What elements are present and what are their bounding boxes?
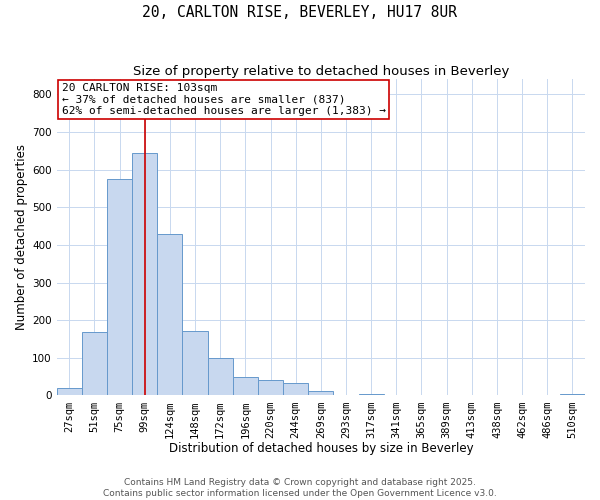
Bar: [107, 179, 132, 396]
Bar: [208, 358, 233, 396]
Bar: [384, 394, 409, 396]
X-axis label: Distribution of detached houses by size in Beverley: Distribution of detached houses by size …: [169, 442, 473, 455]
Bar: [157, 234, 182, 396]
Bar: [308, 391, 334, 396]
Bar: [182, 330, 208, 396]
Bar: [233, 376, 258, 396]
Title: Size of property relative to detached houses in Beverley: Size of property relative to detached ho…: [133, 65, 509, 78]
Text: Contains HM Land Registry data © Crown copyright and database right 2025.
Contai: Contains HM Land Registry data © Crown c…: [103, 478, 497, 498]
Bar: [56, 388, 82, 396]
Bar: [82, 332, 107, 396]
Bar: [560, 394, 585, 396]
Bar: [258, 380, 283, 396]
Bar: [359, 394, 384, 396]
Bar: [283, 384, 308, 396]
Text: 20 CARLTON RISE: 103sqm
← 37% of detached houses are smaller (837)
62% of semi-d: 20 CARLTON RISE: 103sqm ← 37% of detache…: [62, 83, 386, 116]
Bar: [132, 154, 157, 396]
Y-axis label: Number of detached properties: Number of detached properties: [15, 144, 28, 330]
Text: 20, CARLTON RISE, BEVERLEY, HU17 8UR: 20, CARLTON RISE, BEVERLEY, HU17 8UR: [143, 5, 458, 20]
